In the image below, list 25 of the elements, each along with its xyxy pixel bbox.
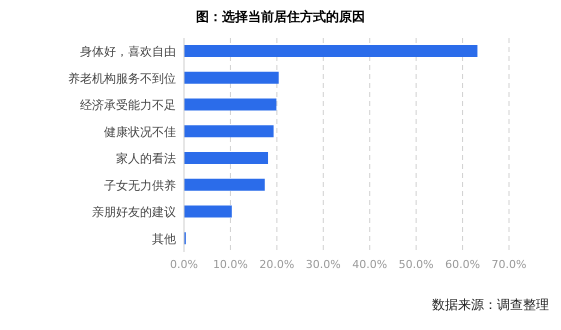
- y-tick-label: 家人的看法: [116, 152, 176, 166]
- y-tick-label: 经济承受能力不足: [80, 98, 176, 112]
- x-tick-label: 60.0%: [445, 258, 480, 271]
- source-note: 数据来源：调查整理: [432, 297, 549, 314]
- y-tick-label: 其他: [152, 232, 176, 246]
- bar: [184, 72, 279, 84]
- bar: [184, 206, 232, 218]
- x-tick-label: 30.0%: [306, 258, 341, 271]
- bar: [184, 45, 478, 57]
- bar: [184, 98, 276, 110]
- y-tick-label: 身体好，喜欢自由: [80, 44, 176, 59]
- x-tick-label: 0.0%: [170, 258, 198, 271]
- y-tick-label: 健康状况不佳: [104, 124, 176, 139]
- y-tick-label: 养老机构服务不到位: [68, 71, 176, 86]
- x-tick-label: 70.0%: [492, 258, 526, 271]
- x-tick-label: 20.0%: [259, 258, 294, 271]
- y-tick-label: 亲朋好友的建议: [92, 205, 176, 220]
- bar: [184, 178, 265, 191]
- x-tick-label: 50.0%: [398, 258, 434, 271]
- bar: [184, 152, 268, 164]
- chart-title: 图：选择当前居住方式的原因: [195, 8, 366, 26]
- bar: [184, 125, 274, 138]
- y-tick-label: 子女无力供养: [104, 178, 176, 192]
- x-tick-label: 10.0%: [212, 258, 248, 271]
- x-tick-label: 40.0%: [352, 258, 388, 271]
